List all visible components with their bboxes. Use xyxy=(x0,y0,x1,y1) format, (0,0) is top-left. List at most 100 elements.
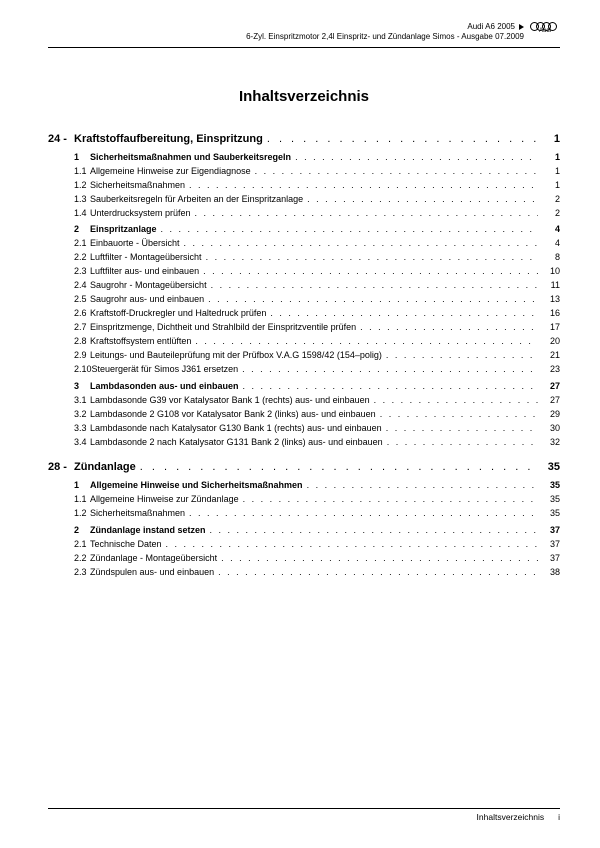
sub-row: 2.8Kraftstoffsystem entlüften20 xyxy=(48,335,560,349)
sub-title: Saugrohr - Montageübersicht xyxy=(90,279,207,293)
section-title: Allgemeine Hinweise und Sicherheitsmaßna… xyxy=(90,479,303,493)
sub-title: Sicherheitsmaßnahmen xyxy=(90,507,185,521)
leader-dots xyxy=(157,223,538,237)
sub-num: 2.7 xyxy=(48,321,90,335)
leader-dots xyxy=(263,133,538,145)
leader-dots xyxy=(217,552,538,566)
brand-logo: Audi xyxy=(530,22,560,34)
sub-title: Lambdasonde 2 nach Katalysator G131 Bank… xyxy=(90,436,383,450)
section-num: 2 xyxy=(48,223,90,237)
page-footer: Inhaltsverzeichnis i xyxy=(48,808,560,822)
footer-page: i xyxy=(558,812,560,822)
sub-page: 35 xyxy=(538,493,560,507)
section-row: 2Einspritzanlage4 xyxy=(48,223,560,237)
sub-title: Einspritzmenge, Dichtheit und Strahlbild… xyxy=(90,321,356,335)
chapter-row: 28 -Zündanlage35 xyxy=(48,461,560,473)
sub-num: 1.2 xyxy=(48,179,90,193)
leader-dots xyxy=(136,461,538,473)
sub-num: 3.4 xyxy=(48,436,90,450)
audi-rings-icon xyxy=(530,22,560,27)
section-num: 1 xyxy=(48,151,90,165)
header-vehicle: Audi A6 2005 xyxy=(467,22,515,32)
sub-title: Technische Daten xyxy=(90,538,162,552)
sub-title: Einbauorte - Übersicht xyxy=(90,237,180,251)
sub-row: 3.3Lambdasonde nach Katalysator G130 Ban… xyxy=(48,422,560,436)
sub-page: 2 xyxy=(538,207,560,221)
leader-dots xyxy=(266,307,538,321)
toc-group: 2Einspritzanlage42.1Einbauorte - Übersic… xyxy=(48,223,560,376)
sub-num: 2.2 xyxy=(48,552,90,566)
chapter-title: Zündanlage xyxy=(74,461,136,473)
page-header: Audi A6 2005 6-Zyl. Einspritzmotor 2,4l … xyxy=(48,22,560,48)
sub-page: 21 xyxy=(538,349,560,363)
sub-page: 37 xyxy=(538,552,560,566)
sub-num: 2.4 xyxy=(48,279,90,293)
leader-dots xyxy=(207,279,538,293)
section-title: Zündanlage instand setzen xyxy=(90,524,206,538)
sub-row: 2.4Saugrohr - Montageübersicht11 xyxy=(48,279,560,293)
sub-title: Steuergerät für Simos J361 ersetzen xyxy=(92,363,239,377)
sub-title: Kraftstoff-Druckregler und Haltedruck pr… xyxy=(90,307,266,321)
section-page: 37 xyxy=(538,524,560,538)
sub-row: 2.3Zündspulen aus- und einbauen38 xyxy=(48,566,560,580)
sub-num: 1.3 xyxy=(48,193,90,207)
sub-num: 1.1 xyxy=(48,165,90,179)
sub-num: 1.1 xyxy=(48,493,90,507)
section-row: 3Lambdasonden aus- und einbauen27 xyxy=(48,380,560,394)
section-title: Lambdasonden aus- und einbauen xyxy=(90,380,239,394)
sub-page: 1 xyxy=(538,179,560,193)
section-row: 1Sicherheitsmaßnahmen und Sauberkeitsreg… xyxy=(48,151,560,165)
sub-page: 10 xyxy=(538,265,560,279)
sub-num: 2.3 xyxy=(48,265,90,279)
sub-num: 3.1 xyxy=(48,394,90,408)
leader-dots xyxy=(199,265,538,279)
sub-num: 2.9 xyxy=(48,349,90,363)
sub-num: 2.2 xyxy=(48,251,90,265)
sub-title: Allgemeine Hinweise zur Eigendiagnose xyxy=(90,165,251,179)
section-num: 1 xyxy=(48,479,90,493)
toc-group: 2Zündanlage instand setzen372.1Technisch… xyxy=(48,524,560,580)
sub-page: 37 xyxy=(538,538,560,552)
leader-dots xyxy=(214,566,538,580)
sub-page: 13 xyxy=(538,293,560,307)
toc-group: 3Lambdasonden aus- und einbauen273.1Lamb… xyxy=(48,380,560,450)
leader-dots xyxy=(376,408,538,422)
sub-row: 3.1Lambdasonde G39 vor Katalysator Bank … xyxy=(48,394,560,408)
leader-dots xyxy=(383,436,538,450)
sub-title: Allgemeine Hinweise zur Zündanlage xyxy=(90,493,239,507)
sub-row: 1.4Unterdrucksystem prüfen2 xyxy=(48,207,560,221)
sub-page: 1 xyxy=(538,165,560,179)
leader-dots xyxy=(238,363,538,377)
leader-dots xyxy=(356,321,538,335)
sub-num: 2.5 xyxy=(48,293,90,307)
chapter-page: 1 xyxy=(538,133,560,145)
sub-num: 2.8 xyxy=(48,335,90,349)
leader-dots xyxy=(185,179,538,193)
leader-dots xyxy=(162,538,538,552)
sub-page: 8 xyxy=(538,251,560,265)
sub-page: 38 xyxy=(538,566,560,580)
sub-page: 32 xyxy=(538,436,560,450)
sub-row: 2.3Luftfilter aus- und einbauen 10 xyxy=(48,265,560,279)
leader-dots xyxy=(370,394,538,408)
sub-num: 2.10 xyxy=(48,363,92,377)
leader-dots xyxy=(382,422,538,436)
sub-title: Sauberkeitsregeln für Arbeiten an der Ei… xyxy=(90,193,303,207)
sub-page: 4 xyxy=(538,237,560,251)
arrow-icon xyxy=(519,24,524,30)
toc-group: 1Sicherheitsmaßnahmen und Sauberkeitsreg… xyxy=(48,151,560,221)
section-page: 4 xyxy=(538,223,560,237)
section-page: 35 xyxy=(538,479,560,493)
sub-row: 2.6Kraftstoff-Druckregler und Haltedruck… xyxy=(48,307,560,321)
leader-dots xyxy=(191,207,538,221)
sub-title: Luftfilter aus- und einbauen xyxy=(90,265,199,279)
sub-row: 2.5Saugrohr aus- und einbauen13 xyxy=(48,293,560,307)
section-page: 1 xyxy=(538,151,560,165)
section-num: 3 xyxy=(48,380,90,394)
sub-title: Lambdasonde nach Katalysator G130 Bank 1… xyxy=(90,422,382,436)
sub-row: 2.2Luftfilter - Montageübersicht8 xyxy=(48,251,560,265)
section-row: 1Allgemeine Hinweise und Sicherheitsmaßn… xyxy=(48,479,560,493)
sub-title: Zündspulen aus- und einbauen xyxy=(90,566,214,580)
sub-page: 16 xyxy=(538,307,560,321)
leader-dots xyxy=(239,380,538,394)
